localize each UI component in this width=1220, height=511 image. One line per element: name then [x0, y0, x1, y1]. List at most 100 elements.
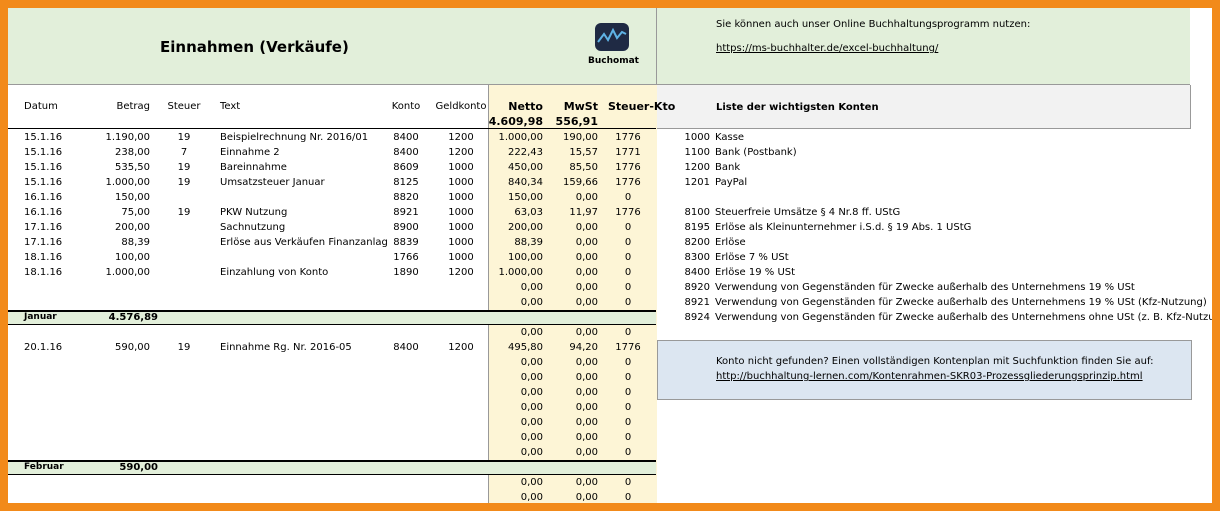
cell-text: Umsatzsteuer Januar — [220, 177, 325, 188]
cell-netto: 495,80 — [508, 342, 543, 353]
account-name: Steuerfreie Umsätze § 4 Nr.8 ff. UStG — [715, 207, 901, 218]
cell-betrag: 1.190,00 — [105, 132, 150, 143]
cell-netto: 0,00 — [520, 447, 543, 458]
cell-netto: 1.000,00 — [498, 132, 543, 143]
cell-mwst: 0,00 — [575, 357, 598, 368]
note-link[interactable]: http://buchhaltung-lernen.com/Kontenrahm… — [716, 371, 1143, 382]
cell-steuer-kto: 0 — [624, 372, 632, 383]
account-name: PayPal — [715, 177, 748, 188]
cell-mwst: 159,66 — [563, 177, 598, 188]
account-code: 8921 — [684, 297, 710, 308]
cell-steuer-kto: 1776 — [615, 207, 641, 218]
cell-mwst: 0,00 — [575, 252, 598, 263]
cell-geldkonto: 1000 — [448, 237, 474, 248]
month-band — [8, 310, 656, 325]
cell-steuer-kto: 1776 — [615, 342, 641, 353]
cell-geldkonto: 1000 — [448, 192, 474, 203]
cell-mwst: 0,00 — [575, 192, 598, 203]
cell-text: Beispielrechnung Nr. 2016/01 — [220, 132, 369, 143]
cell-konto: 1890 — [393, 267, 419, 278]
cell-mwst: 94,20 — [569, 342, 598, 353]
cell-text: PKW Nutzung — [220, 207, 288, 218]
account-code: 8924 — [684, 312, 710, 323]
cell-konto: 8609 — [393, 162, 419, 173]
account-code: 8920 — [684, 282, 710, 293]
cell-text: Erlöse aus Verkäufen Finanzanlag — [220, 237, 388, 248]
cell-mwst: 11,97 — [569, 207, 598, 218]
cell-mwst: 0,00 — [575, 282, 598, 293]
account-name: Kasse — [715, 132, 745, 143]
cell-steuer-kto: 0 — [624, 252, 632, 263]
column-header: Steuer — [167, 101, 201, 112]
month-label: Januar — [24, 312, 57, 322]
cell-datum: 15.1.16 — [24, 147, 63, 158]
cell-mwst: 0,00 — [575, 432, 598, 443]
cell-steuer-kto: 0 — [624, 387, 632, 398]
cell-betrag: 88,39 — [121, 237, 150, 248]
cell-mwst: 0,00 — [575, 402, 598, 413]
cell-steuer-kto: 1776 — [615, 177, 641, 188]
account-code: 8300 — [684, 252, 710, 263]
cell-steuer: 7 — [180, 147, 188, 158]
column-header: Betrag — [116, 101, 150, 112]
column-header: Netto — [508, 100, 543, 113]
info-link[interactable]: https://ms-buchhalter.de/excel-buchhaltu… — [716, 43, 939, 54]
cell-netto: 0,00 — [520, 282, 543, 293]
cell-datum: 18.1.16 — [24, 267, 63, 278]
cell-steuer-kto: 0 — [624, 492, 632, 503]
cell-text: Sachnutzung — [220, 222, 286, 233]
cell-mwst: 0,00 — [575, 417, 598, 428]
cell-konto: 8900 — [393, 222, 419, 233]
cell-netto: 0,00 — [520, 357, 543, 368]
cell-datum: 16.1.16 — [24, 207, 63, 218]
cell-datum: 17.1.16 — [24, 222, 63, 233]
cell-betrag: 100,00 — [115, 252, 150, 263]
cell-mwst: 0,00 — [575, 372, 598, 383]
page-title: Einnahmen (Verkäufe) — [160, 38, 349, 56]
cell-mwst: 0,00 — [575, 492, 598, 503]
cell-mwst: 0,00 — [575, 477, 598, 488]
cell-steuer-kto: 0 — [624, 327, 632, 338]
cell-datum: 18.1.16 — [24, 252, 63, 263]
cell-steuer: 19 — [177, 207, 191, 218]
cell-netto: 0,00 — [520, 417, 543, 428]
logo-text: Buchomat — [588, 56, 639, 66]
cell-text: Einzahlung von Konto — [220, 267, 329, 278]
cell-steuer-kto: 0 — [624, 267, 632, 278]
cell-geldkonto: 1200 — [448, 132, 474, 143]
cell-geldkonto: 1000 — [448, 177, 474, 188]
cell-steuer-kto: 1776 — [615, 162, 641, 173]
cell-netto: 100,00 — [508, 252, 543, 263]
cell-konto: 8125 — [393, 177, 419, 188]
cell-geldkonto: 1000 — [448, 252, 474, 263]
cell-geldkonto: 1000 — [448, 222, 474, 233]
account-code: 8200 — [684, 237, 710, 248]
cell-steuer: 19 — [177, 177, 191, 188]
column-header: Steuer-Kto — [608, 100, 676, 113]
cell-datum: 15.1.16 — [24, 177, 63, 188]
column-header: MwSt — [563, 100, 598, 113]
right-header-band — [657, 85, 1191, 129]
cell-netto: 0,00 — [520, 477, 543, 488]
account-name: Verwendung von Gegenständen für Zwecke a… — [715, 312, 1220, 323]
cell-steuer: 19 — [177, 132, 191, 143]
info-text: Sie können auch unser Online Buchhaltung… — [716, 19, 1031, 30]
cell-steuer-kto: 0 — [624, 402, 632, 413]
column-header: Text — [220, 101, 241, 112]
month-total: 4.576,89 — [108, 312, 158, 323]
logo-icon — [595, 23, 629, 51]
cell-steuer-kto: 0 — [624, 237, 632, 248]
cell-netto: 200,00 — [508, 222, 543, 233]
cell-mwst: 0,00 — [575, 387, 598, 398]
cell-geldkonto: 1200 — [448, 267, 474, 278]
cell-netto: 0,00 — [520, 387, 543, 398]
cell-netto: 88,39 — [514, 237, 543, 248]
cell-mwst: 0,00 — [575, 447, 598, 458]
cell-betrag: 200,00 — [115, 222, 150, 233]
account-code: 8195 — [684, 222, 710, 233]
cell-netto: 840,34 — [508, 177, 543, 188]
cell-netto: 0,00 — [520, 492, 543, 503]
cell-steuer-kto: 0 — [624, 222, 632, 233]
cell-netto: 63,03 — [514, 207, 543, 218]
cell-mwst: 0,00 — [575, 327, 598, 338]
